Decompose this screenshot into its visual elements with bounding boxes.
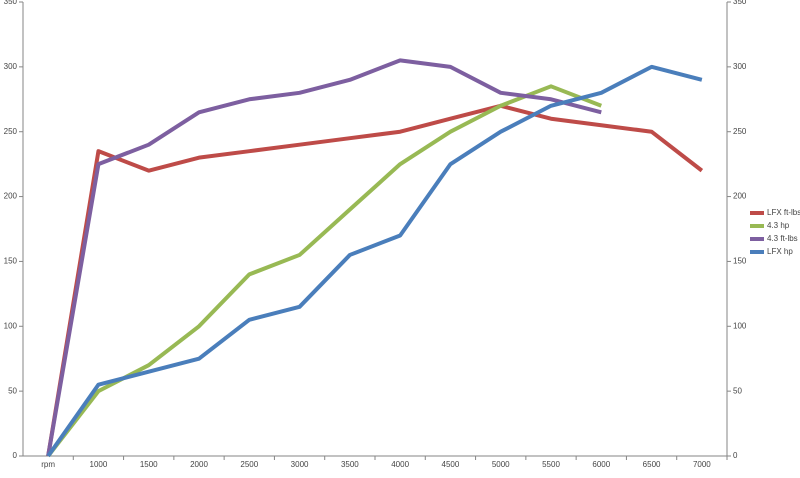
x-tick-label: 5000 <box>492 460 510 469</box>
y2-tick-label: 200 <box>733 192 747 201</box>
x-tick-label: rpm <box>41 460 55 469</box>
y-tick-label: 350 <box>4 0 18 6</box>
y-tick-label: 150 <box>4 257 18 266</box>
series-line <box>46 103 704 457</box>
y2-tick-label: 100 <box>733 321 747 330</box>
x-tick-label: 5500 <box>542 460 560 469</box>
y-tick-label: 0 <box>13 451 18 460</box>
x-tick-label: 1500 <box>140 460 158 469</box>
series-line <box>46 84 603 458</box>
x-tick-label: 3000 <box>291 460 309 469</box>
legend-label: 4.3 ft-lbs <box>767 234 798 243</box>
y-tick-label: 300 <box>4 62 18 71</box>
y2-tick-label: 50 <box>733 386 742 395</box>
y-tick-label: 100 <box>4 321 18 330</box>
x-tick-label: 6000 <box>592 460 610 469</box>
x-tick-label: 1000 <box>90 460 108 469</box>
y2-tick-label: 150 <box>733 257 747 266</box>
legend-label: LFX ft-lbs <box>767 208 800 217</box>
legend-label: 4.3 hp <box>767 221 790 230</box>
y-tick-label: 50 <box>8 386 17 395</box>
series-line <box>46 58 602 457</box>
y2-tick-label: 0 <box>733 451 738 460</box>
x-tick-label: 6500 <box>643 460 661 469</box>
x-tick-label: 3500 <box>341 460 359 469</box>
legend-label: LFX hp <box>767 247 793 256</box>
y-tick-label: 250 <box>4 127 18 136</box>
y2-tick-label: 350 <box>733 0 747 6</box>
series-line <box>46 64 703 458</box>
x-tick-label: 4500 <box>442 460 460 469</box>
x-tick-label: 4000 <box>391 460 409 469</box>
y2-tick-label: 300 <box>733 62 747 71</box>
x-tick-label: 7000 <box>693 460 711 469</box>
x-tick-label: 2500 <box>240 460 258 469</box>
x-tick-label: 2000 <box>190 460 208 469</box>
y2-tick-label: 250 <box>733 127 747 136</box>
y-tick-label: 200 <box>4 192 18 201</box>
